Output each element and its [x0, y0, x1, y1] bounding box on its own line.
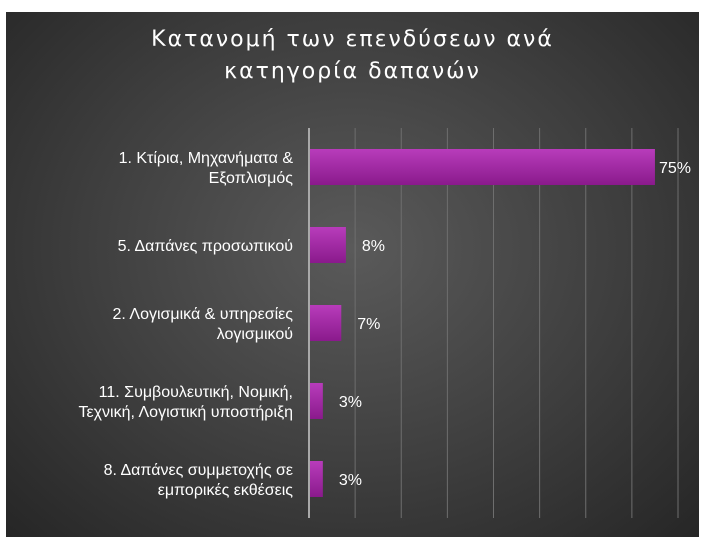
category-label-line: εμπορικές εκθέσεις — [158, 482, 294, 499]
chart-title: Κατανομή των επενδύσεων ανά κατηγορία δα… — [0, 24, 705, 88]
category-label-line: 2. Λογισμικά & υπηρεσίες — [112, 306, 293, 323]
category-label-4: 11. Συμβουλευτική, Νομική, Τεχνική, Λογισ… — [78, 384, 293, 421]
bar-4 — [310, 383, 323, 419]
category-label-line: 1. Κτίρια, Μηχανήματα & — [119, 150, 294, 167]
value-labels: 75% 8% 7% 3% 3% — [339, 160, 691, 489]
gridlines — [308, 128, 679, 518]
category-label-2: 5. Δαπάνες προσωπικού — [118, 238, 293, 255]
bar-3 — [310, 305, 342, 341]
chart-background — [6, 12, 699, 537]
chart-title-line-2: κατηγορία δαπανών — [224, 59, 481, 84]
value-label-4: 3% — [339, 394, 362, 411]
category-label-line: Εξοπλισμός — [209, 170, 294, 187]
bar-5 — [310, 461, 323, 497]
category-label-line: λογισμικού — [217, 326, 293, 343]
category-label-3: 2. Λογισμικά & υπηρεσίες λογισμικού — [112, 306, 293, 343]
category-labels: 1. Κτίρια, Μηχανήματα & Εξοπλισμός 5. Δαπά… — [78, 150, 293, 499]
category-label-line: Τεχνική, Λογιστική υποστήριξη — [78, 404, 293, 421]
value-label-1: 75% — [659, 160, 691, 177]
category-label-line: 5. Δαπάνες προσωπικού — [118, 238, 293, 255]
bar-2 — [310, 227, 346, 263]
category-label-1: 1. Κτίρια, Μηχανήματα & Εξοπλισμός — [119, 150, 294, 187]
bar-1 — [310, 149, 655, 185]
value-label-2: 8% — [362, 238, 385, 255]
category-label-line: 11. Συμβουλευτική, Νομική, — [99, 384, 293, 401]
chart-title-line-1: Κατανομή των επενδύσεων ανά — [151, 27, 554, 52]
category-label-line: 8. Δαπάνες συμμετοχής σε — [104, 462, 293, 479]
value-label-3: 7% — [357, 316, 380, 333]
category-label-5: 8. Δαπάνες συμμετοχής σε εμπορικές εκθέσε… — [104, 462, 294, 499]
bars — [310, 149, 655, 497]
value-label-5: 3% — [339, 472, 362, 489]
